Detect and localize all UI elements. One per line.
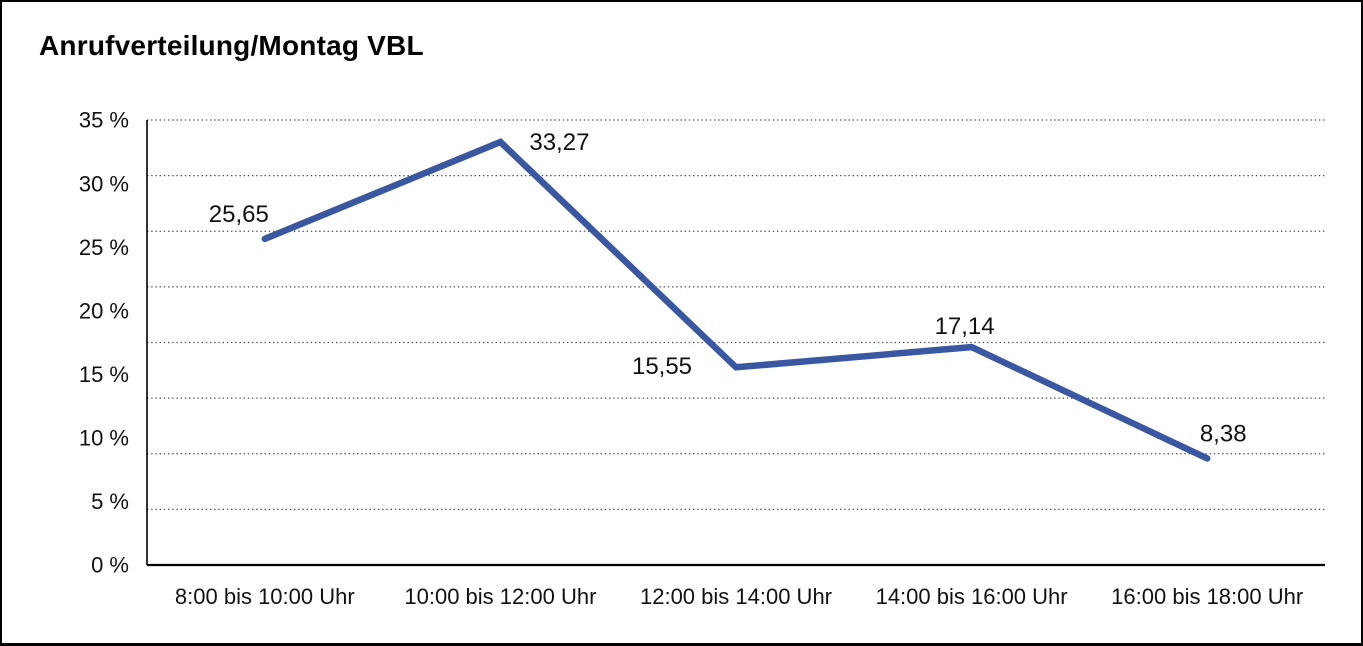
- x-axis-category-label: 8:00 bis 10:00 Uhr: [175, 584, 355, 609]
- data-point-label: 8,38: [1200, 420, 1247, 447]
- y-axis-tick-label: 35 %: [79, 108, 129, 133]
- y-axis-tick-label: 25 %: [79, 235, 129, 260]
- y-axis-tick-label: 10 %: [79, 426, 129, 451]
- x-axis-category-label: 16:00 bis 18:00 Uhr: [1111, 584, 1303, 609]
- data-point-label: 33,27: [529, 129, 589, 156]
- data-point-label: 15,55: [632, 353, 692, 380]
- y-axis-tick-label: 20 %: [79, 298, 129, 323]
- y-axis-tick-label: 0 %: [91, 553, 129, 578]
- y-axis-tick-label: 5 %: [91, 489, 129, 514]
- x-axis-category-label: 12:00 bis 14:00 Uhr: [640, 584, 832, 609]
- chart-title: Anrufverteilung/Montag VBL: [39, 30, 424, 61]
- x-axis-category-label: 10:00 bis 12:00 Uhr: [404, 584, 596, 609]
- y-axis-tick-label: 30 %: [79, 171, 129, 196]
- data-point-label: 25,65: [209, 201, 269, 228]
- y-axis-tick-label: 15 %: [79, 362, 129, 387]
- data-point-label: 17,14: [935, 313, 995, 340]
- x-axis-category-label: 14:00 bis 16:00 Uhr: [876, 584, 1068, 609]
- series-line: [261, 138, 1211, 462]
